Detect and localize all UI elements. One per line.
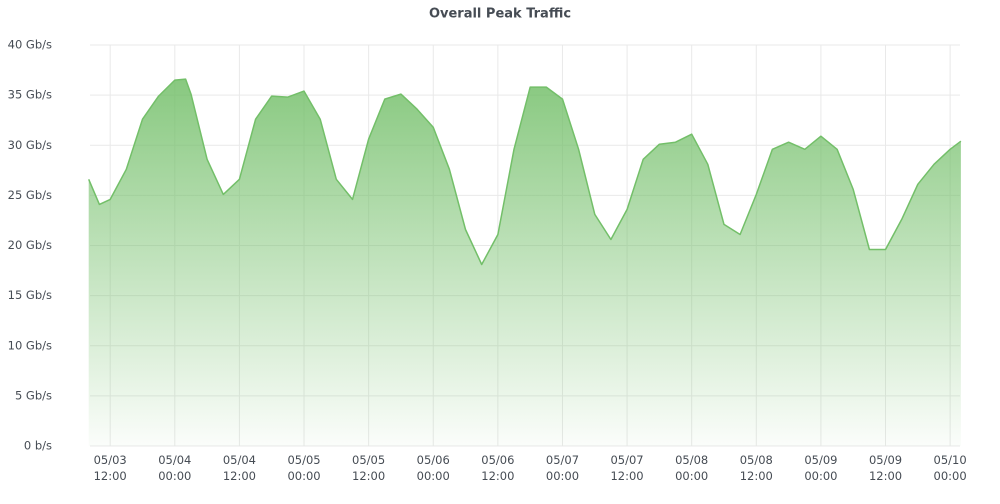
y-tick-label: 5 Gb/s <box>15 388 52 402</box>
x-tick-label: 05/08 00:00 <box>675 453 708 483</box>
y-tick-label: 0 b/s <box>24 439 52 453</box>
x-tick-label: 05/05 00:00 <box>287 453 320 483</box>
y-tick-label: 25 Gb/s <box>8 188 52 202</box>
y-tick-label: 30 Gb/s <box>8 138 52 152</box>
x-tick-label: 05/04 00:00 <box>158 453 191 483</box>
x-tick-label: 05/09 00:00 <box>804 453 837 483</box>
y-tick-label: 15 Gb/s <box>8 288 52 302</box>
x-tick-label: 05/03 12:00 <box>94 453 127 483</box>
x-tick-label: 05/10 00:00 <box>934 453 967 483</box>
x-tick-label: 05/07 00:00 <box>546 453 579 483</box>
x-tick-label: 05/06 12:00 <box>481 453 514 483</box>
y-tick-label: 10 Gb/s <box>8 338 52 352</box>
x-tick-label: 05/07 12:00 <box>610 453 643 483</box>
chart-title: Overall Peak Traffic <box>429 7 571 22</box>
x-tick-label: 05/05 12:00 <box>352 453 385 483</box>
x-tick-label: 05/09 12:00 <box>869 453 902 483</box>
area-line <box>88 78 962 266</box>
area-fill <box>88 79 961 446</box>
x-tick-label: 05/08 12:00 <box>740 453 773 483</box>
y-tick-label: 40 Gb/s <box>8 38 52 52</box>
y-tick-label: 20 Gb/s <box>8 238 52 252</box>
y-tick-label: 35 Gb/s <box>8 88 52 102</box>
x-tick-label: 05/06 00:00 <box>417 453 450 483</box>
x-tick-label: 05/04 12:00 <box>223 453 256 483</box>
